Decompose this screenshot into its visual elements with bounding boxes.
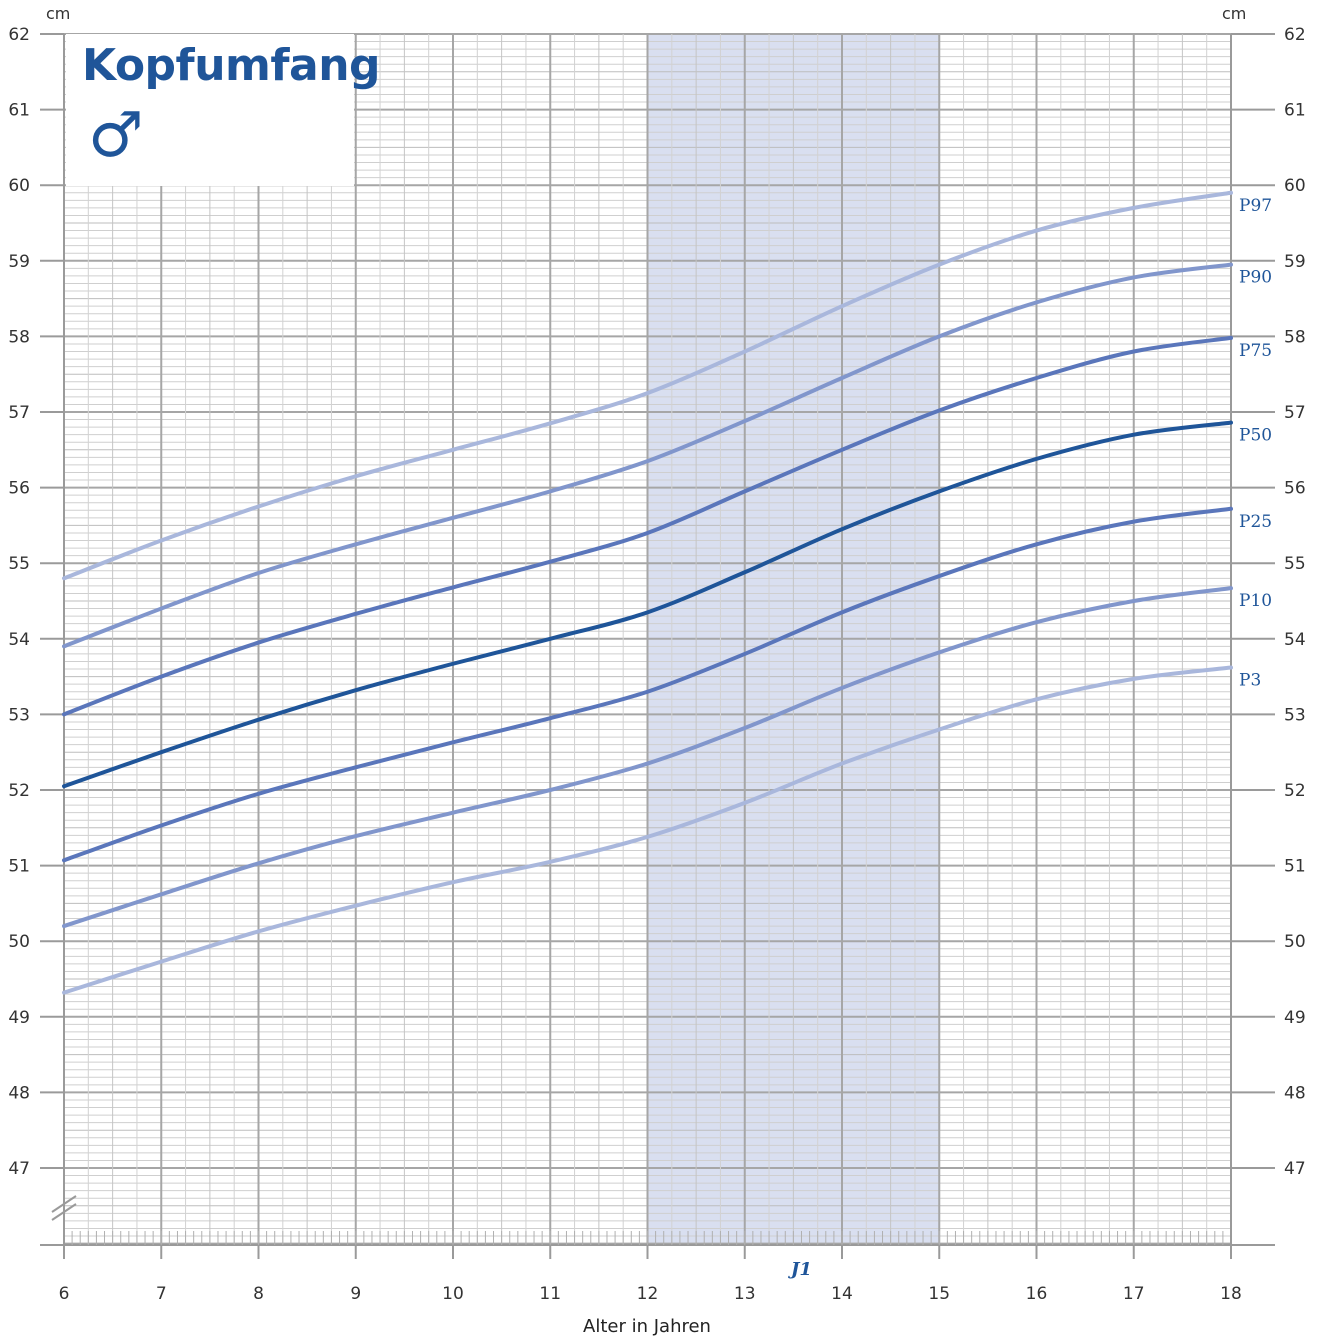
x-tick-label: 12 xyxy=(637,1284,659,1304)
x-axis-label-text: Alter in Jahren xyxy=(583,1316,711,1337)
y-tick-label-left: 47 xyxy=(8,1159,30,1179)
y-tick-label-left: 59 xyxy=(8,252,30,272)
y-tick-label-right: 55 xyxy=(1284,554,1306,574)
y-tick-label-left: 62 xyxy=(8,25,30,45)
x-tick-label: 11 xyxy=(539,1284,561,1304)
y-tick-label-right: 56 xyxy=(1284,479,1306,499)
y-tick-label-right: 47 xyxy=(1284,1159,1306,1179)
y-tick-label-right: 49 xyxy=(1284,1008,1306,1028)
x-tick-label: 15 xyxy=(928,1284,950,1304)
y-tick-label-right: 60 xyxy=(1284,176,1306,196)
y-tick-label-right: 50 xyxy=(1284,932,1306,952)
series-line-p75 xyxy=(62,335,1233,717)
series-line-p25 xyxy=(62,506,1233,863)
series-label-p25: P25 xyxy=(1239,512,1272,532)
y-tick-label-right: 62 xyxy=(1284,25,1306,45)
y-tick-label-left: 61 xyxy=(8,101,30,121)
y-tick-label-left: 49 xyxy=(8,1008,30,1028)
shaded-region-label: J1 xyxy=(788,1259,812,1280)
y-tick-label-right: 59 xyxy=(1284,252,1306,272)
y-tick-label-left: 60 xyxy=(8,176,30,196)
series-label-p50: P50 xyxy=(1239,426,1272,446)
y-tick-label-left: 52 xyxy=(8,781,30,801)
chart-title: Kopfumfang xyxy=(82,40,381,91)
y-tick-label-right: 48 xyxy=(1284,1083,1306,1103)
axis-break-mark xyxy=(51,1203,77,1221)
x-tick-label: 9 xyxy=(350,1284,361,1304)
y-tick-label-left: 48 xyxy=(8,1083,30,1103)
y-tick-label-left: 50 xyxy=(8,932,30,952)
series-label-p97: P97 xyxy=(1239,196,1272,216)
y-tick-label-left: 57 xyxy=(8,403,30,423)
series-line-p3 xyxy=(62,665,1233,995)
series-line-p50 xyxy=(62,420,1233,789)
x-tick-label: 7 xyxy=(156,1284,167,1304)
y-tick-label-left: 58 xyxy=(8,327,30,347)
y-tick-label-right: 51 xyxy=(1284,857,1306,877)
series-label-p75: P75 xyxy=(1239,341,1272,361)
y-tick-label-right: 53 xyxy=(1284,705,1306,725)
x-tick-label: 18 xyxy=(1220,1284,1242,1304)
y-tick-label-left: 56 xyxy=(8,479,30,499)
y-tick-label-left: 55 xyxy=(8,554,30,574)
y-tick-label-right: 54 xyxy=(1284,630,1306,650)
y-unit-left: cm xyxy=(46,4,71,23)
x-tick-label: 14 xyxy=(831,1284,853,1304)
male-icon: ♂ xyxy=(88,98,144,171)
y-tick-label-right: 61 xyxy=(1284,101,1306,121)
series-label-p90: P90 xyxy=(1239,268,1272,288)
series-line-p10 xyxy=(62,586,1233,929)
y-tick-label-left: 53 xyxy=(8,705,30,725)
series-label-p3: P3 xyxy=(1239,671,1261,691)
title-panel xyxy=(66,34,354,186)
x-tick-label: 16 xyxy=(1026,1284,1048,1304)
series-line-p97 xyxy=(62,190,1233,581)
series-label-p10: P10 xyxy=(1239,591,1272,611)
y-tick-label-right: 58 xyxy=(1284,327,1306,347)
x-tick-label: 6 xyxy=(59,1284,70,1304)
series-line-p90 xyxy=(62,262,1233,649)
y-tick-label-left: 54 xyxy=(8,630,30,650)
y-tick-label-right: 52 xyxy=(1284,781,1306,801)
y-unit-right: cm xyxy=(1222,4,1247,23)
x-tick-label: 8 xyxy=(253,1284,264,1304)
x-axis-label: Alter in Jahren xyxy=(0,1316,1294,1337)
x-tick-label: 10 xyxy=(442,1284,464,1304)
y-tick-label-right: 57 xyxy=(1284,403,1306,423)
x-tick-label: 13 xyxy=(734,1284,756,1304)
axis-break-mark xyxy=(51,1195,77,1213)
x-tick-label: 17 xyxy=(1123,1284,1145,1304)
y-tick-label-left: 51 xyxy=(8,857,30,877)
